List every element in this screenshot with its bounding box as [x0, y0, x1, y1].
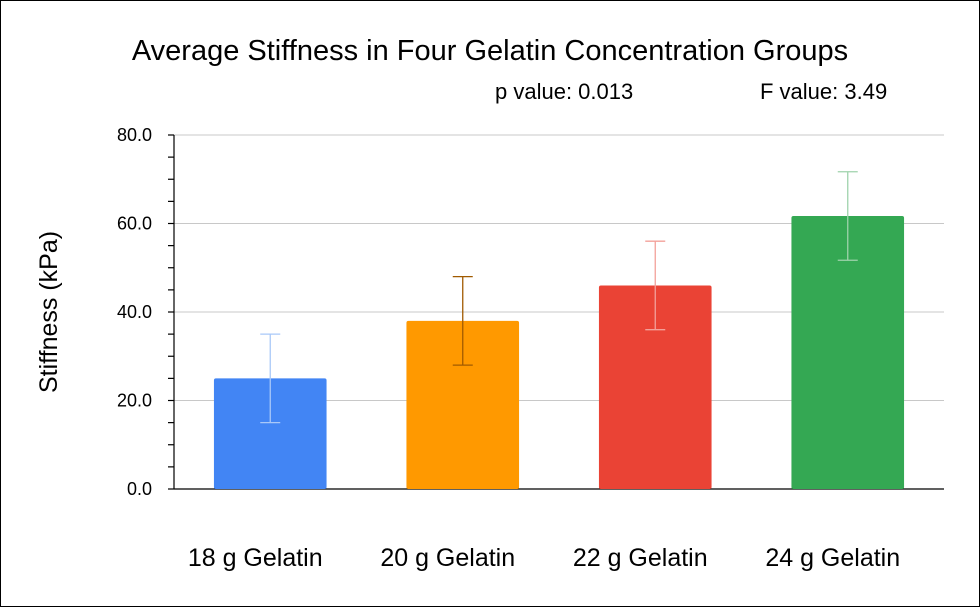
chart-title: Average Stiffness in Four Gelatin Concen…: [132, 35, 848, 67]
y-tick-label-4: 80.0: [117, 125, 152, 145]
bar-1: [213, 378, 327, 489]
bar-4: [791, 215, 905, 490]
bar-3: [598, 285, 712, 489]
x-category-labels: 18 g Gelatin 20 g Gelatin 22 g Gelatin 24 g…: [188, 544, 900, 572]
x-category-label-3: 22 g Gelatin: [573, 544, 708, 572]
y-axis-title: Stiffness (kPa): [35, 231, 63, 393]
error-bars: [260, 171, 858, 424]
f-value-annotation: F value: 3.49: [760, 79, 887, 104]
y-tick-label-0: 0.0: [127, 479, 152, 499]
x-category-label-4: 24 g Gelatin: [765, 544, 900, 572]
bar-2: [406, 320, 520, 489]
bars: [213, 215, 905, 490]
x-category-label-1: 18 g Gelatin: [188, 544, 323, 572]
y-tick-label-1: 20.0: [117, 391, 152, 411]
y-tick-label-3: 60.0: [117, 214, 152, 234]
y-tick-label-2: 40.0: [117, 302, 152, 322]
x-category-label-2: 20 g Gelatin: [380, 544, 515, 572]
y-tick-labels: 0.0 20.0 40.0 60.0 80.0: [117, 125, 152, 499]
p-value-annotation: p value: 0.013: [495, 79, 633, 104]
